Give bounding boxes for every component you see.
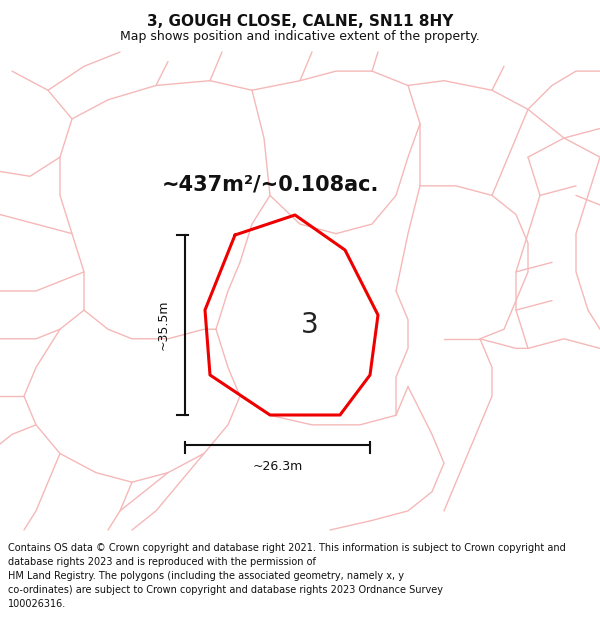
Text: ~35.5m: ~35.5m (157, 300, 170, 350)
Text: ~26.3m: ~26.3m (253, 461, 302, 474)
Text: 3: 3 (301, 311, 319, 339)
Text: Contains OS data © Crown copyright and database right 2021. This information is : Contains OS data © Crown copyright and d… (8, 543, 566, 609)
Text: ~437m²/~0.108ac.: ~437m²/~0.108ac. (161, 175, 379, 195)
Text: 3, GOUGH CLOSE, CALNE, SN11 8HY: 3, GOUGH CLOSE, CALNE, SN11 8HY (147, 14, 453, 29)
Text: Map shows position and indicative extent of the property.: Map shows position and indicative extent… (120, 30, 480, 43)
